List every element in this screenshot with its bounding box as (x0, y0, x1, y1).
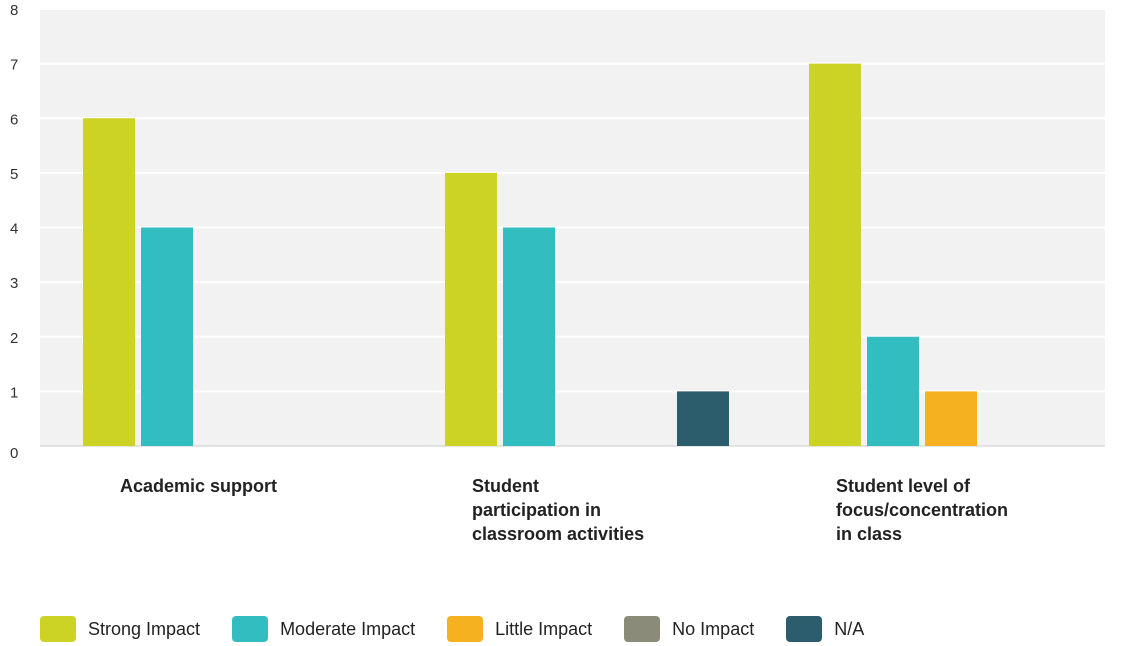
legend-item-no-impact: No Impact (624, 616, 754, 642)
legend-label-strong-impact: Strong Impact (88, 619, 200, 640)
bar-strong-impact-2 (809, 64, 861, 446)
legend-swatch-na (786, 616, 822, 642)
category-label-student-participation: Student participation in classroom activ… (472, 474, 712, 546)
y-tick-label: 8 (10, 2, 18, 19)
y-tick-label: 6 (10, 111, 18, 128)
bar-moderate-impact-1 (503, 228, 555, 447)
bar-moderate-impact-2 (867, 337, 919, 446)
y-tick-label: 1 (10, 384, 18, 401)
legend-item-little-impact: Little Impact (447, 616, 592, 642)
y-tick-label: 2 (10, 330, 18, 347)
legend-swatch-no-impact (624, 616, 660, 642)
y-tick-label: 0 (10, 445, 18, 462)
legend-item-na: N/A (786, 616, 864, 642)
y-axis-ticks: 0 1 2 3 4 5 6 7 8 (10, 2, 18, 462)
legend-label-no-impact: No Impact (672, 619, 754, 640)
bar-strong-impact-1 (445, 173, 497, 446)
legend-label-little-impact: Little Impact (495, 619, 592, 640)
bar-strong-impact-0 (83, 118, 135, 446)
legend-swatch-strong-impact (40, 616, 76, 642)
y-tick-label: 7 (10, 57, 18, 74)
legend-label-moderate-impact: Moderate Impact (280, 619, 415, 640)
legend: Strong Impact Moderate Impact Little Imp… (40, 616, 896, 642)
legend-item-moderate-impact: Moderate Impact (232, 616, 415, 642)
legend-swatch-little-impact (447, 616, 483, 642)
y-tick-label: 3 (10, 275, 18, 292)
bar-moderate-impact-0 (141, 228, 193, 447)
bar-chart: 0 1 2 3 4 5 6 7 8 (0, 0, 1138, 470)
category-label-student-focus: Student level of focus/concentration in … (836, 474, 1076, 546)
bar-little-impact-2 (925, 391, 977, 446)
y-tick-label: 4 (10, 221, 18, 238)
y-tick-label: 5 (10, 166, 18, 183)
legend-label-na: N/A (834, 619, 864, 640)
category-label-academic-support: Academic support (120, 474, 360, 498)
legend-swatch-moderate-impact (232, 616, 268, 642)
legend-item-strong-impact: Strong Impact (40, 616, 200, 642)
bar-n-a-1 (677, 391, 729, 446)
